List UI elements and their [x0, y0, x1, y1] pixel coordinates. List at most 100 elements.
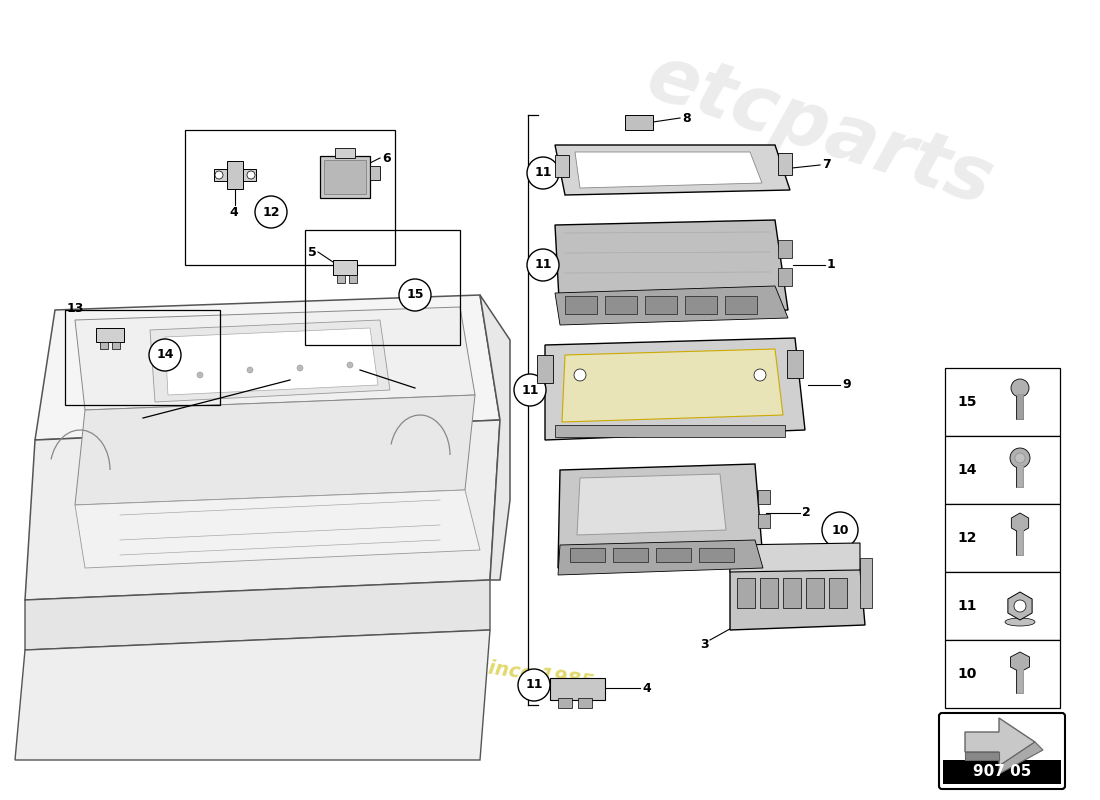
Bar	[945, 572, 1060, 640]
Circle shape	[1010, 448, 1030, 468]
Text: 4: 4	[229, 206, 238, 219]
Bar	[625, 115, 653, 130]
Text: 10: 10	[832, 523, 849, 537]
Text: 3: 3	[700, 638, 708, 651]
Circle shape	[514, 374, 546, 406]
Bar	[370, 166, 379, 180]
Polygon shape	[75, 490, 480, 568]
Polygon shape	[578, 474, 726, 535]
Bar	[112, 342, 120, 349]
Bar	[537, 355, 553, 383]
Text: 11: 11	[535, 166, 552, 179]
Text: 12: 12	[262, 206, 279, 218]
Circle shape	[255, 196, 287, 228]
Text: 10: 10	[957, 667, 977, 681]
Circle shape	[1011, 379, 1028, 397]
Text: 12: 12	[957, 531, 977, 545]
Polygon shape	[35, 295, 501, 440]
Text: 11: 11	[521, 383, 539, 397]
Polygon shape	[480, 295, 510, 580]
Bar	[556, 155, 569, 177]
Bar	[605, 296, 637, 314]
Text: 5: 5	[308, 246, 317, 258]
Polygon shape	[150, 320, 390, 402]
Text: 11: 11	[526, 678, 542, 691]
Circle shape	[754, 369, 766, 381]
Bar	[945, 640, 1060, 708]
Bar	[550, 678, 605, 700]
Bar	[778, 153, 792, 175]
Bar	[860, 558, 872, 608]
Bar	[778, 268, 792, 286]
Bar	[645, 296, 676, 314]
Polygon shape	[1011, 652, 1030, 672]
Polygon shape	[25, 420, 500, 600]
Bar	[100, 342, 108, 349]
Bar	[829, 578, 847, 608]
Bar	[185, 130, 395, 265]
Circle shape	[297, 365, 302, 371]
Bar	[943, 760, 1062, 784]
Polygon shape	[556, 286, 788, 325]
Text: 11: 11	[535, 258, 552, 271]
Circle shape	[248, 171, 255, 179]
Bar	[565, 296, 597, 314]
Circle shape	[197, 372, 204, 378]
Polygon shape	[562, 349, 783, 422]
Bar	[96, 328, 124, 342]
Text: 14: 14	[156, 349, 174, 362]
Bar	[556, 425, 785, 437]
Circle shape	[399, 279, 431, 311]
Bar	[578, 698, 592, 708]
Polygon shape	[556, 220, 788, 318]
Bar	[324, 160, 366, 194]
Text: 4: 4	[642, 682, 651, 694]
Text: a passion for parts since 1985: a passion for parts since 1985	[264, 627, 595, 693]
Circle shape	[1015, 453, 1025, 463]
Bar	[685, 296, 717, 314]
Circle shape	[1014, 600, 1026, 612]
Polygon shape	[730, 568, 865, 630]
Bar	[758, 514, 770, 528]
Bar	[760, 578, 778, 608]
Circle shape	[527, 157, 559, 189]
Polygon shape	[730, 543, 860, 572]
Bar	[656, 548, 691, 562]
Bar	[613, 548, 648, 562]
Text: 15: 15	[957, 395, 977, 409]
Text: 9: 9	[842, 378, 850, 391]
Bar	[65, 310, 220, 405]
Text: etcparts: etcparts	[638, 39, 1002, 221]
Circle shape	[148, 339, 182, 371]
Circle shape	[518, 669, 550, 701]
Polygon shape	[965, 752, 999, 760]
Bar	[786, 350, 803, 378]
Polygon shape	[1011, 513, 1028, 533]
Polygon shape	[15, 630, 489, 760]
Text: 15: 15	[406, 289, 424, 302]
Bar	[320, 156, 370, 198]
Circle shape	[346, 362, 353, 368]
Text: 13: 13	[67, 302, 85, 314]
Bar	[806, 578, 824, 608]
Bar	[333, 260, 358, 275]
Polygon shape	[558, 540, 763, 575]
Bar	[945, 436, 1060, 504]
Circle shape	[248, 367, 253, 373]
Bar	[698, 548, 734, 562]
Circle shape	[574, 369, 586, 381]
Text: 14: 14	[957, 463, 977, 477]
Text: 6: 6	[382, 151, 390, 165]
Polygon shape	[575, 152, 762, 188]
Polygon shape	[544, 338, 805, 440]
Circle shape	[527, 249, 559, 281]
Bar	[227, 161, 243, 189]
Bar	[737, 578, 755, 608]
Ellipse shape	[1005, 618, 1035, 626]
Text: 11: 11	[957, 599, 977, 613]
Text: 7: 7	[822, 158, 830, 171]
Bar	[558, 698, 572, 708]
Bar	[570, 548, 605, 562]
Circle shape	[822, 512, 858, 548]
Polygon shape	[999, 742, 1043, 774]
